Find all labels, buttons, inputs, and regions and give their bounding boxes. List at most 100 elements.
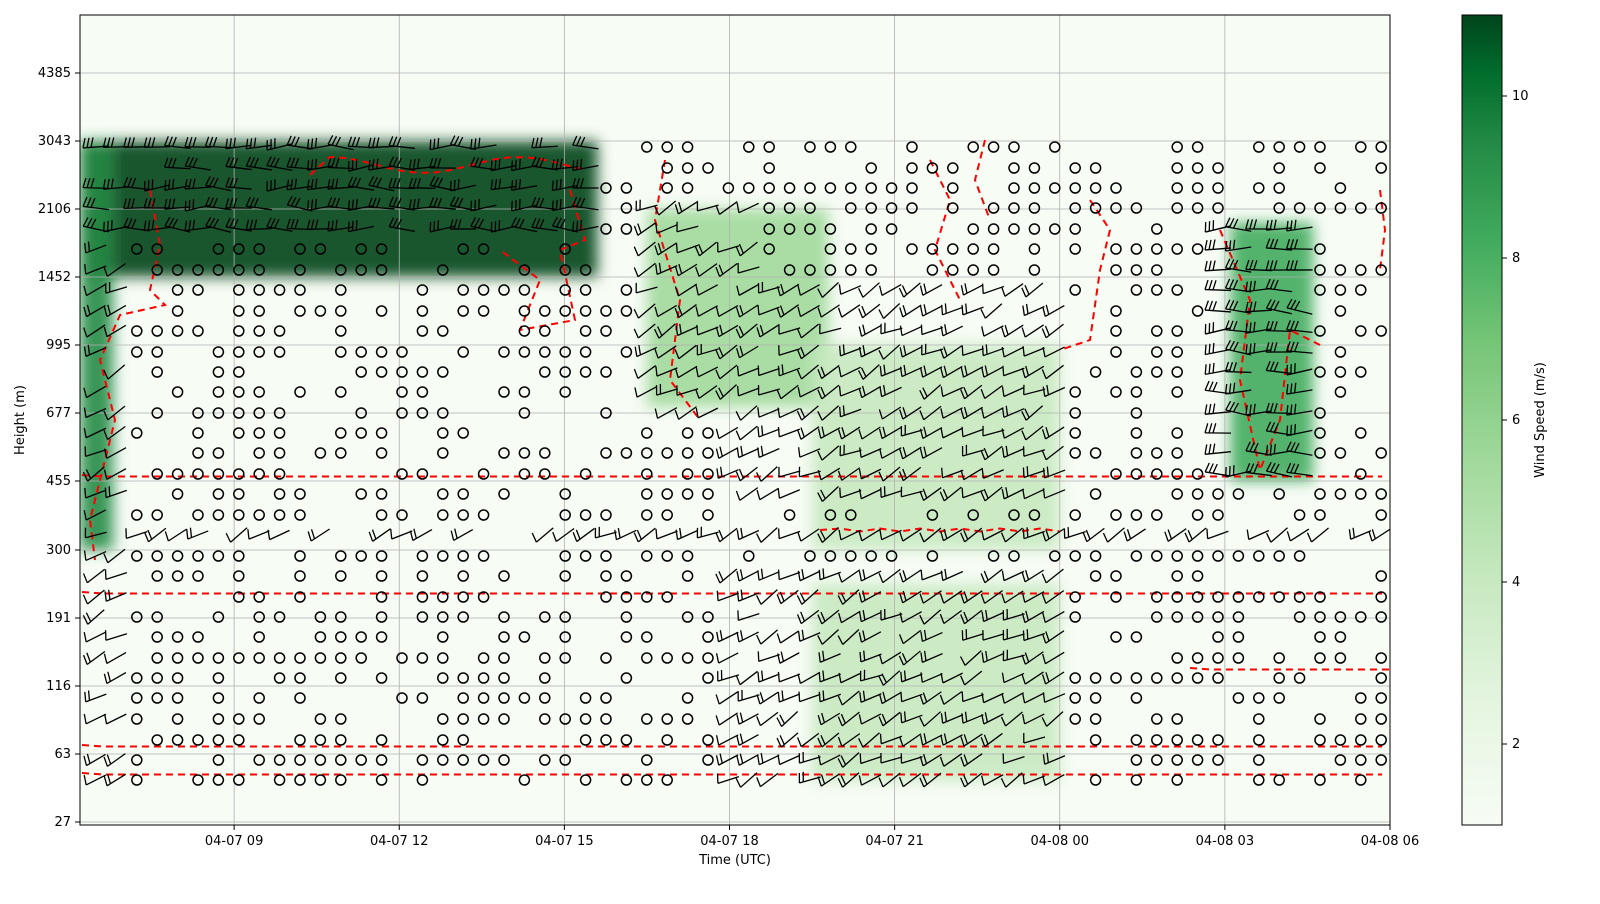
barb-flag: [921, 325, 922, 335]
barb-flag: [676, 243, 677, 253]
barb-flag: [581, 220, 582, 230]
barb-shaft: [83, 188, 109, 189]
barb-flag: [840, 346, 841, 356]
barb-flag: [112, 220, 113, 230]
y-tick-label-6: 677: [46, 406, 71, 421]
barb-flag: [516, 200, 517, 210]
barb-flag: [901, 672, 902, 682]
barb-flag: [552, 180, 553, 190]
barb-flag: [823, 568, 824, 578]
barb-shaft: [1266, 331, 1292, 332]
barb-flag: [560, 179, 561, 189]
y-tick-label-7: 995: [46, 338, 71, 353]
y-tick-label-8: 1452: [38, 270, 71, 285]
x-tick-label-4: 04-07 21: [865, 834, 923, 849]
barb-flag: [556, 180, 557, 190]
barb-flag: [430, 222, 431, 232]
barb-flag: [1027, 629, 1028, 639]
barb-flag: [905, 711, 906, 721]
barb-flag: [577, 221, 578, 231]
x-tick-label-5: 04-08 00: [1031, 834, 1089, 849]
barb-flag: [471, 201, 472, 211]
heatmap-background: [80, 15, 1390, 825]
barb-flag: [1213, 343, 1214, 353]
barb-flag: [352, 221, 353, 231]
barb-flag: [1003, 366, 1004, 376]
barb-flag: [966, 304, 967, 314]
barb-flag: [438, 220, 439, 230]
barb-flag: [758, 365, 759, 375]
barb-flag: [901, 713, 902, 723]
barb-flag: [479, 199, 480, 209]
y-axis-label: Height (m): [13, 385, 28, 455]
barb-flag: [819, 692, 820, 702]
barb-flag: [843, 344, 844, 354]
barb-flag: [717, 591, 718, 601]
y-tick-label-3: 191: [46, 611, 71, 626]
barb-flag: [986, 344, 987, 354]
y-tick-label-1: 63: [54, 747, 71, 762]
barb-flag: [778, 672, 779, 682]
barb-flag: [779, 529, 780, 539]
barb-flag: [356, 220, 357, 230]
barb-flag: [697, 325, 698, 335]
barb-flag: [758, 305, 759, 315]
barb-flag: [104, 222, 105, 232]
barb-flag: [983, 284, 984, 294]
barb-flag: [840, 407, 841, 417]
barb-flag: [799, 692, 800, 702]
barb-flag: [1205, 364, 1206, 374]
barb-flag: [983, 346, 984, 356]
y-tick-label-11: 4385: [38, 66, 71, 81]
barb-flag: [656, 529, 657, 539]
colorbar-tick-label-2: 6: [1512, 413, 1520, 428]
barb-flag: [438, 138, 439, 148]
barb-flag: [499, 159, 500, 169]
barb-flag: [573, 222, 574, 232]
barb-flag: [348, 222, 349, 232]
barb-flag: [560, 199, 561, 209]
barb-flag: [434, 221, 435, 231]
barb-flag: [434, 139, 435, 149]
colorbar-tick-label-0: 2: [1512, 737, 1520, 752]
barb-flag: [823, 690, 824, 700]
barb-flag: [864, 651, 865, 661]
barb-flag: [1209, 344, 1210, 354]
barb-flag: [85, 488, 86, 498]
barb-flag: [905, 670, 906, 680]
barb-flag: [942, 305, 943, 315]
x-tick-label-0: 04-07 09: [205, 834, 263, 849]
barb-flag: [1023, 631, 1024, 641]
barb-shaft: [409, 188, 435, 189]
barb-flag: [1287, 426, 1288, 436]
barb-flag: [962, 488, 963, 498]
barb-flag: [552, 201, 553, 211]
barb-shaft: [1266, 413, 1292, 414]
barb-flag: [1023, 529, 1024, 539]
barb-flag: [491, 161, 492, 171]
barb-flag: [475, 200, 476, 210]
y-tick-label-9: 2106: [38, 202, 71, 217]
barb-flag: [880, 734, 881, 744]
barb-flag: [1027, 466, 1028, 476]
y-tick-label-4: 300: [46, 543, 71, 558]
y-tick-label-0: 27: [54, 815, 71, 830]
x-tick-label-6: 04-08 03: [1196, 834, 1254, 849]
x-tick-label-3: 04-07 18: [700, 834, 758, 849]
barb-flag: [921, 570, 922, 580]
barb-flag: [1295, 424, 1296, 434]
barb-flag: [109, 486, 110, 496]
barb-shaft: [1205, 290, 1231, 291]
barb-flag: [962, 305, 963, 315]
barb-flag: [520, 199, 521, 209]
barb-flag: [105, 488, 106, 498]
x-tick-label-1: 04-07 12: [370, 834, 428, 849]
barb-flag: [840, 488, 841, 498]
barb-flag: [108, 221, 109, 231]
